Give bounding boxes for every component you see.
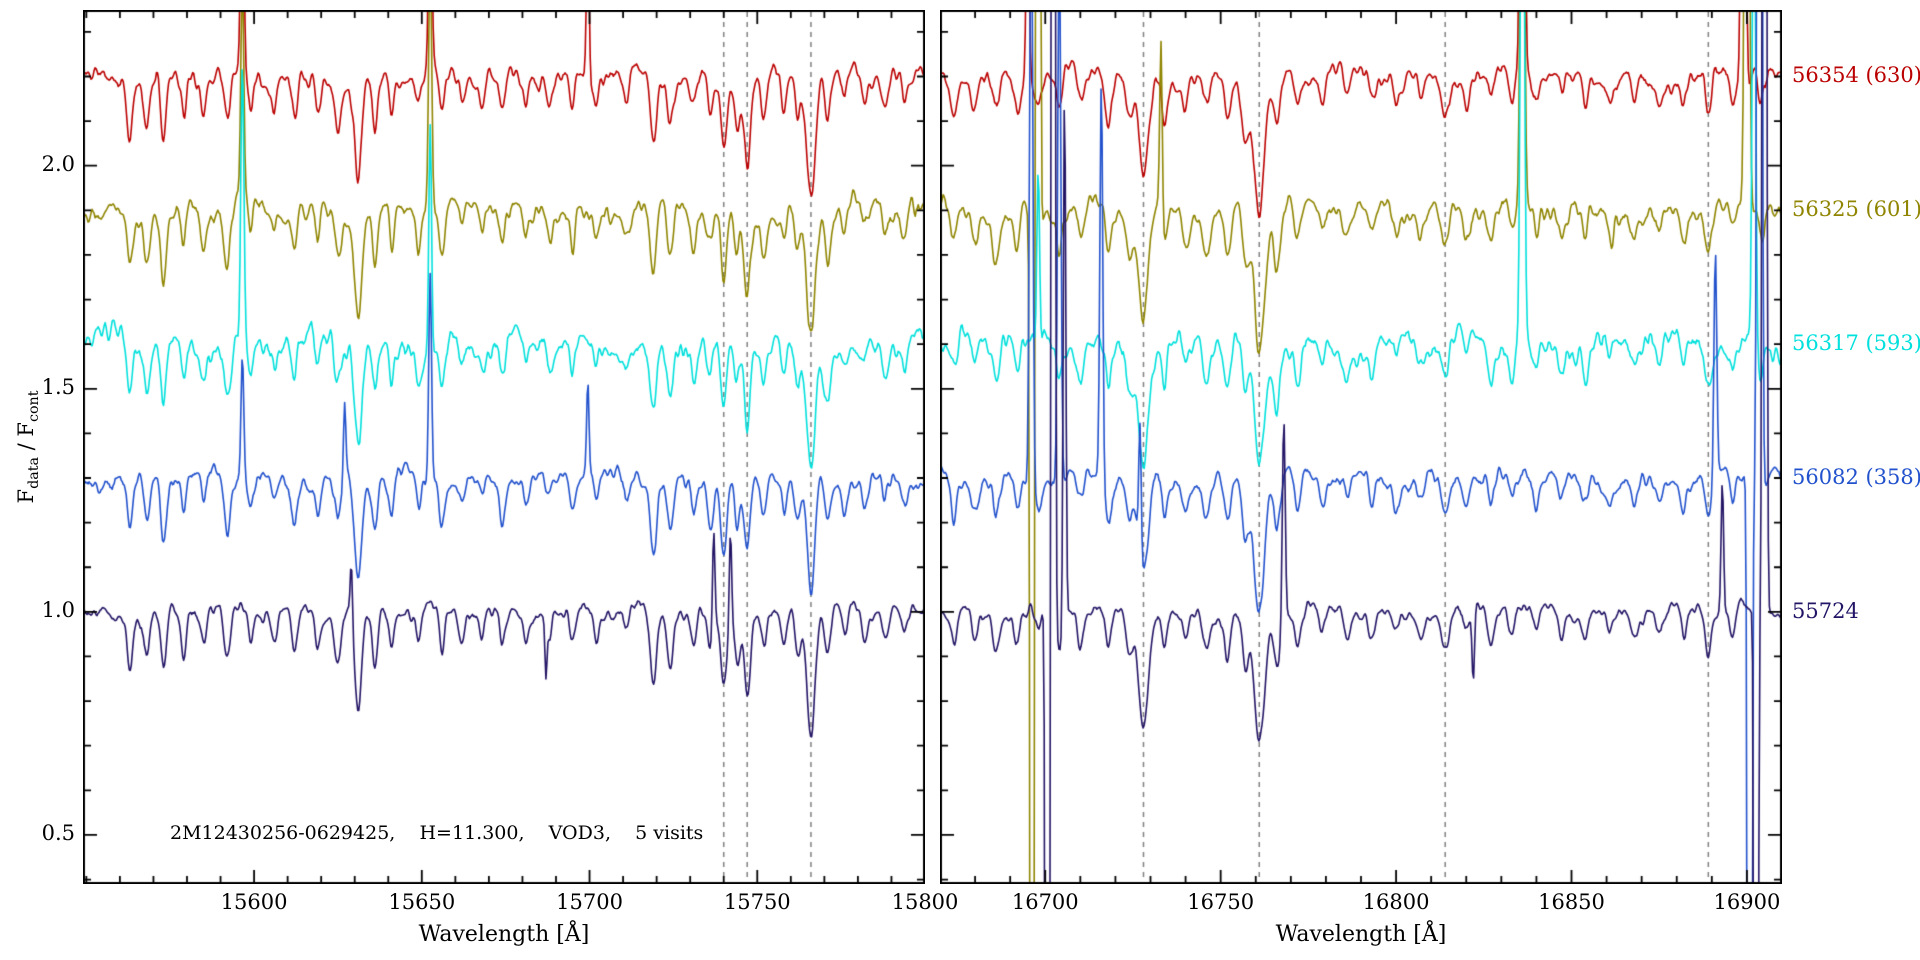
y-axis-label-f1: F bbox=[13, 488, 38, 504]
y-axis-label-sub1: data bbox=[26, 457, 43, 489]
visit-label-55724: 55724 bbox=[1792, 598, 1859, 623]
x-tick-label: 16900 bbox=[1713, 890, 1781, 914]
y-axis-label: Fdata / Fcont bbox=[14, 391, 42, 504]
x-tick-label: 16700 bbox=[1011, 890, 1079, 914]
x-tick-label: 15750 bbox=[723, 890, 791, 914]
y-tick-label: 1.5 bbox=[41, 374, 75, 399]
y-axis-label-f2: / F bbox=[13, 422, 38, 458]
visit-label-56325: 56325 (601) bbox=[1792, 197, 1920, 222]
x-tick-label: 15600 bbox=[220, 890, 288, 914]
x-axis-label-left: Wavelength [Å] bbox=[418, 922, 590, 947]
visit-label-56354: 56354 (630) bbox=[1792, 63, 1920, 88]
x-tick-label: 16850 bbox=[1538, 890, 1605, 914]
right-spectra-panel-canvas bbox=[940, 10, 1782, 884]
x-tick-label: 16750 bbox=[1187, 890, 1255, 914]
x-axis-label-right: Wavelength [Å] bbox=[1275, 922, 1447, 947]
visit-label-56082: 56082 (358) bbox=[1792, 465, 1920, 489]
y-tick-label: 0.5 bbox=[41, 820, 75, 845]
y-tick-label: 1.0 bbox=[41, 597, 75, 622]
x-tick-label: 15800 bbox=[891, 890, 959, 914]
x-tick-label: 15650 bbox=[388, 890, 456, 914]
x-tick-label: 16800 bbox=[1362, 890, 1430, 914]
left-spectra-panel-canvas bbox=[83, 10, 925, 884]
y-tick-label: 2.0 bbox=[41, 151, 75, 176]
x-tick-label: 15700 bbox=[556, 890, 623, 914]
visit-label-56317: 56317 (593) bbox=[1792, 331, 1920, 356]
